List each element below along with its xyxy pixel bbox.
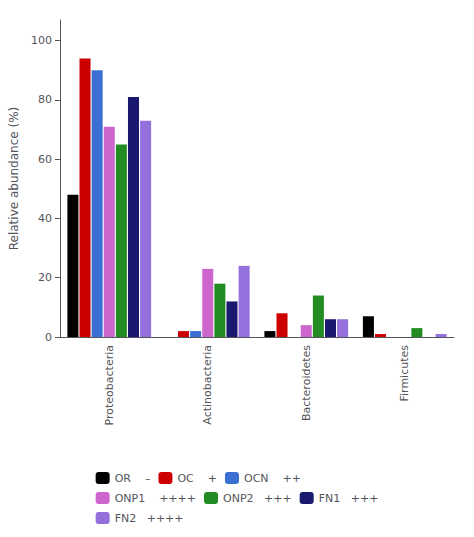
- svg-text:100: 100: [31, 34, 52, 47]
- svg-text:Relative abundance (%): Relative abundance (%): [7, 107, 21, 251]
- svg-text:FN1 +++: FN1 +++: [319, 492, 379, 505]
- svg-text:Proteobacteria: Proteobacteria: [103, 345, 116, 425]
- svg-text:Actinobacteria: Actinobacteria: [201, 345, 214, 425]
- svg-text:OC +: OC +: [177, 472, 217, 485]
- svg-text:OR –: OR –: [115, 472, 151, 485]
- svg-text:ONP2 +++: ONP2 +++: [223, 492, 292, 505]
- svg-text:OCN ++: OCN ++: [244, 472, 301, 485]
- svg-text:0: 0: [45, 331, 52, 344]
- svg-text:80: 80: [38, 93, 52, 106]
- svg-text:FN2 ++++: FN2 ++++: [115, 512, 184, 525]
- svg-text:40: 40: [38, 212, 52, 225]
- svg-text:20: 20: [38, 271, 52, 284]
- svg-text:Bacteroidetes: Bacteroidetes: [300, 345, 313, 421]
- svg-text:60: 60: [38, 153, 52, 166]
- svg-text:Firmicutes: Firmicutes: [398, 345, 411, 402]
- svg-text:ONP1 ++++: ONP1 ++++: [115, 492, 196, 505]
